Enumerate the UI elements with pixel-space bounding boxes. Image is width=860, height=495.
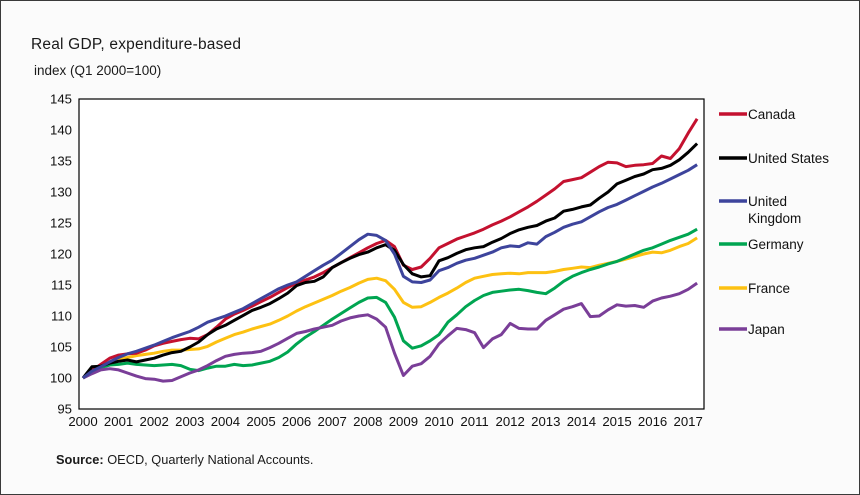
series-line-germany: [82, 227, 698, 380]
y-tick-label: 130: [50, 185, 72, 200]
series-line-canada: [82, 118, 699, 380]
y-tick-label: 100: [50, 371, 72, 386]
series-line-united-kingdom: [82, 163, 698, 380]
legend: Canada United States United Kingdom Germany F…: [719, 107, 829, 337]
legend-label-united-kingdom: United Kingdom: [748, 194, 801, 226]
plot-frame: [78, 98, 705, 410]
x-tick-label: 2014: [567, 414, 596, 429]
legend-item-france: France: [719, 281, 790, 296]
legend-item-canada: Canada: [719, 107, 796, 122]
source-label: Source:: [56, 452, 104, 467]
chart-subtitle: index (Q1 2000=100): [34, 63, 162, 78]
legend-label-germany: Germany: [748, 237, 804, 252]
y-tick-label: 135: [50, 154, 72, 169]
x-tick-label: 2001: [104, 414, 133, 429]
x-tick-label: 2003: [175, 414, 204, 429]
legend-item-united-states: United States: [719, 151, 829, 166]
series-line-japan: [82, 281, 698, 383]
x-tick-label: 2011: [460, 414, 488, 429]
x-tick-label: 2005: [246, 414, 275, 429]
y-tick-label: 95: [57, 402, 72, 417]
y-tick-label: 140: [50, 123, 72, 138]
x-tick-label: 2000: [68, 414, 97, 429]
y-tick-label: 125: [50, 216, 72, 231]
x-tick-label: 2006: [282, 414, 311, 429]
x-tick-label: 2009: [389, 414, 418, 429]
x-tick-label: 2007: [318, 414, 347, 429]
source-text: OECD, Quarterly National Accounts.: [103, 452, 314, 467]
source-line: Source: OECD, Quarterly National Account…: [56, 452, 313, 467]
x-tick-label: 2004: [211, 414, 240, 429]
legend-label-canada: Canada: [748, 107, 796, 122]
x-tick-label: 2016: [638, 414, 667, 429]
legend-item-germany: Germany: [719, 237, 804, 252]
x-tick-label: 2012: [496, 414, 525, 429]
legend-label-united-states: United States: [748, 151, 829, 166]
x-tick-label: 2017: [674, 414, 703, 429]
x-tick-label: 2008: [353, 414, 382, 429]
y-tick-label: 110: [51, 309, 72, 324]
x-tick-label: 2002: [140, 414, 169, 429]
y-tick-label: 115: [51, 278, 72, 293]
legend-item-japan: Japan: [719, 322, 785, 337]
y-tick-label: 105: [50, 340, 72, 355]
x-tick-label: 2013: [531, 414, 560, 429]
y-tick-label: 145: [50, 92, 72, 107]
x-tick-label: 2010: [424, 414, 453, 429]
x-tick-label: 2015: [602, 414, 631, 429]
legend-label-france: France: [748, 281, 790, 296]
y-tick-label: 120: [50, 247, 72, 262]
x-axis-labels: 2000 2001 2002 2003 2004 2005 2006 2007 2008 2009…: [68, 414, 703, 429]
y-axis-labels: 95 100 105 110 115 120 125 130 135 140 145: [50, 92, 72, 417]
legend-item-united-kingdom: United Kingdom: [719, 194, 801, 226]
legend-label-japan: Japan: [748, 322, 785, 337]
chart-title: Real GDP, expenditure-based: [31, 36, 242, 53]
